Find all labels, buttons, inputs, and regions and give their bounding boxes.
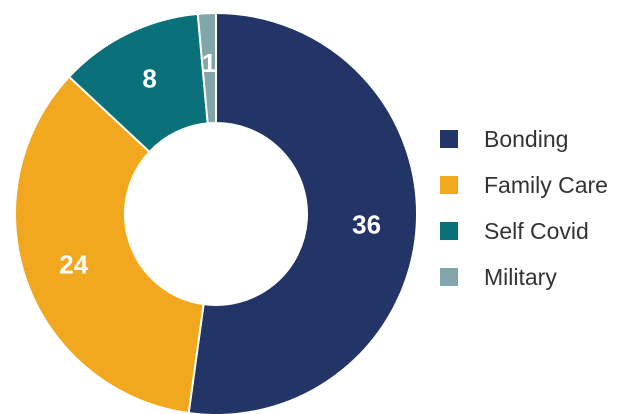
legend-item-self-covid: Self Covid <box>440 208 644 254</box>
legend-swatch-bonding <box>440 130 458 148</box>
slice-bonding <box>187 11 418 414</box>
data-label-bonding: 36 <box>352 209 381 239</box>
chart-slices <box>14 11 418 414</box>
legend-item-military: Military <box>440 254 644 300</box>
legend-swatch-military <box>440 268 458 286</box>
legend-swatch-family-care <box>440 176 458 194</box>
legend-label-military: Military <box>484 263 557 290</box>
legend-item-bonding: Bonding <box>440 116 644 162</box>
legend-swatch-self-covid <box>440 222 458 240</box>
chart-legend: Bonding Family Care Self Covid Military <box>440 116 644 300</box>
slice-military <box>196 11 217 125</box>
legend-item-family-care: Family Care <box>440 162 644 208</box>
data-label-self-covid: 8 <box>142 63 156 93</box>
slice-family-care <box>14 75 205 414</box>
legend-label-family-care: Family Care <box>484 171 608 198</box>
legend-label-self-covid: Self Covid <box>484 217 589 244</box>
data-label-family-care: 24 <box>59 250 88 280</box>
chart-data-labels: 36 24 8 1 <box>59 48 381 279</box>
data-label-military: 1 <box>202 48 216 78</box>
legend-label-bonding: Bonding <box>484 125 569 152</box>
